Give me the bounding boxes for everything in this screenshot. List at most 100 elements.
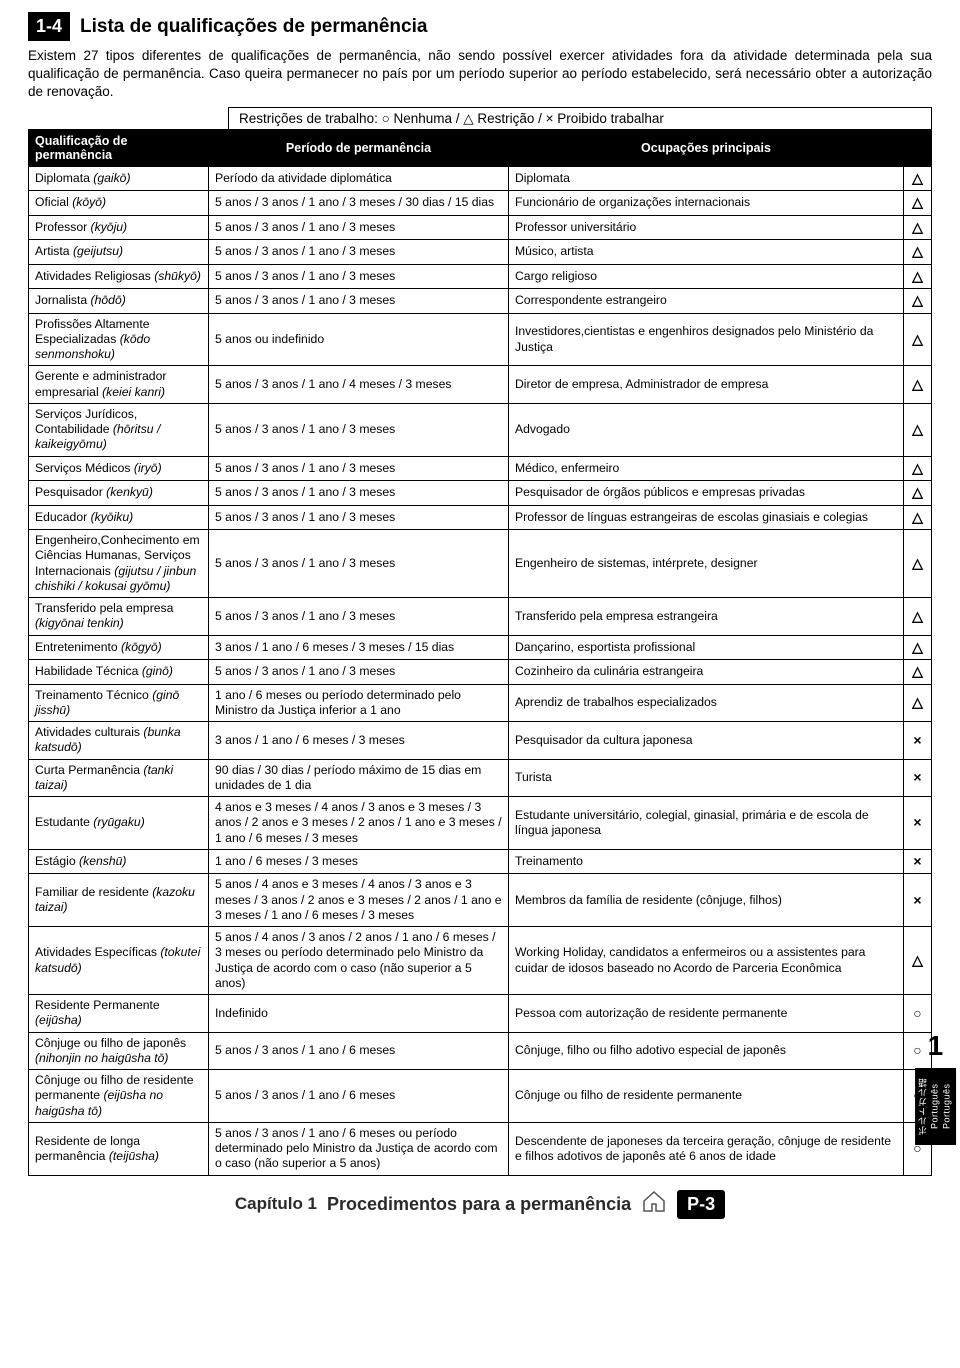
col-qualification: Qualificação de permanência <box>29 129 209 166</box>
cell-qualification: Entretenimento (kōgyō) <box>29 635 209 660</box>
cell-qualification: Artista (geijutsu) <box>29 240 209 265</box>
cell-restriction-symbol: △ <box>904 635 932 660</box>
cell-occupation: Cargo religioso <box>509 264 904 289</box>
table-row: Serviços Médicos (iryō)5 anos / 3 anos /… <box>29 456 932 481</box>
cell-qualification: Diplomata (gaikō) <box>29 166 209 191</box>
side-tab: 1 ポルトガル語 Português Português <box>915 1030 956 1145</box>
cell-qualification: Cônjuge ou filho de residente permanente… <box>29 1070 209 1123</box>
cell-restriction-symbol: △ <box>904 927 932 995</box>
side-chapter-number: 1 <box>928 1030 944 1062</box>
cell-occupation: Aprendiz de trabalhos especializados <box>509 684 904 722</box>
cell-occupation: Cozinheiro da culinária estrangeira <box>509 660 904 685</box>
cell-period: 5 anos / 3 anos / 1 ano / 3 meses <box>209 264 509 289</box>
cell-period: 5 anos / 4 anos e 3 meses / 4 anos / 3 a… <box>209 874 509 927</box>
col-occupation: Ocupações principais <box>509 129 904 166</box>
table-body: Diplomata (gaikō)Período da atividade di… <box>29 166 932 1175</box>
page-number-badge: P-3 <box>677 1190 725 1219</box>
table-row: Serviços Jurídicos, Contabilidade (hōrit… <box>29 403 932 456</box>
cell-qualification: Estágio (kenshū) <box>29 849 209 874</box>
cell-occupation: Estudante universitário, colegial, ginas… <box>509 797 904 850</box>
table-row: Estudante (ryūgaku)4 anos e 3 meses / 4 … <box>29 797 932 850</box>
cell-occupation: Cônjuge ou filho de residente permanente <box>509 1070 904 1123</box>
table-row: Gerente e administrador empresarial (kei… <box>29 366 932 404</box>
cell-restriction-symbol: △ <box>904 660 932 685</box>
cell-occupation: Pesquisador de órgãos públicos e empresa… <box>509 481 904 506</box>
cell-qualification: Atividades Religiosas (shūkyō) <box>29 264 209 289</box>
cell-qualification: Profissões Altamente Especializadas (kōd… <box>29 313 209 366</box>
table-row: Atividades Específicas (tokutei katsudō)… <box>29 927 932 995</box>
cell-period: 5 anos / 3 anos / 1 ano / 6 meses <box>209 1070 509 1123</box>
table-row: Pesquisador (kenkyū)5 anos / 3 anos / 1 … <box>29 481 932 506</box>
cell-occupation: Diretor de empresa, Administrador de emp… <box>509 366 904 404</box>
cell-restriction-symbol: × <box>904 874 932 927</box>
cell-occupation: Diplomata <box>509 166 904 191</box>
table-row: Atividades culturais (bunka katsudō)3 an… <box>29 722 932 760</box>
cell-period: 5 anos / 3 anos / 1 ano / 3 meses <box>209 403 509 456</box>
cell-restriction-symbol: △ <box>904 684 932 722</box>
cell-period: 5 anos / 3 anos / 1 ano / 3 meses <box>209 289 509 314</box>
cell-occupation: Médico, enfermeiro <box>509 456 904 481</box>
cell-occupation: Advogado <box>509 403 904 456</box>
cell-occupation: Engenheiro de sistemas, intérprete, desi… <box>509 530 904 598</box>
cell-period: 4 anos e 3 meses / 4 anos / 3 anos e 3 m… <box>209 797 509 850</box>
cell-occupation: Funcionário de organizações internaciona… <box>509 191 904 216</box>
cell-period: Período da atividade diplomática <box>209 166 509 191</box>
cell-period: 5 anos / 3 anos / 1 ano / 3 meses <box>209 660 509 685</box>
cell-period: 1 ano / 6 meses / 3 meses <box>209 849 509 874</box>
cell-occupation: Working Holiday, candidatos a enfermeiro… <box>509 927 904 995</box>
cell-qualification: Cônjuge ou filho de japonês (nihonjin no… <box>29 1032 209 1070</box>
cell-period: 5 anos / 3 anos / 1 ano / 6 meses ou per… <box>209 1122 509 1175</box>
cell-restriction-symbol: △ <box>904 366 932 404</box>
cell-qualification: Curta Permanência (tanki taizai) <box>29 759 209 797</box>
table-row: Oficial (kōyō)5 anos / 3 anos / 1 ano / … <box>29 191 932 216</box>
cell-occupation: Pessoa com autorização de residente perm… <box>509 995 904 1033</box>
table-row: Cônjuge ou filho de japonês (nihonjin no… <box>29 1032 932 1070</box>
col-period: Período de permanência <box>209 129 509 166</box>
table-row: Entretenimento (kōgyō)3 anos / 1 ano / 6… <box>29 635 932 660</box>
cell-period: 5 anos / 3 anos / 1 ano / 3 meses <box>209 530 509 598</box>
cell-period: 5 anos / 3 anos / 1 ano / 6 meses <box>209 1032 509 1070</box>
cell-qualification: Transferido pela empresa (kigyōnai tenki… <box>29 598 209 636</box>
cell-qualification: Habilidade Técnica (ginō) <box>29 660 209 685</box>
cell-period: 5 anos / 3 anos / 1 ano / 3 meses <box>209 481 509 506</box>
table-row: Diplomata (gaikō)Período da atividade di… <box>29 166 932 191</box>
cell-qualification: Atividades culturais (bunka katsudō) <box>29 722 209 760</box>
cell-restriction-symbol: △ <box>904 240 932 265</box>
cell-restriction-symbol: △ <box>904 456 932 481</box>
cell-occupation: Investidores,cientistas e engenhiros des… <box>509 313 904 366</box>
legend-text: Restrições de trabalho: ○ Nenhuma / △ Re… <box>228 107 932 130</box>
house-icon <box>641 1190 667 1218</box>
section-number-badge: 1-4 <box>28 12 70 41</box>
table-row: Residente de longa permanência (teijūsha… <box>29 1122 932 1175</box>
cell-restriction-symbol: △ <box>904 191 932 216</box>
cell-period: 5 anos / 4 anos / 3 anos / 2 anos / 1 an… <box>209 927 509 995</box>
table-row: Artista (geijutsu)5 anos / 3 anos / 1 an… <box>29 240 932 265</box>
cell-qualification: Educador (kyōiku) <box>29 505 209 530</box>
cell-period: 5 anos / 3 anos / 1 ano / 3 meses <box>209 598 509 636</box>
cell-qualification: Atividades Específicas (tokutei katsudō) <box>29 927 209 995</box>
table-row: Educador (kyōiku)5 anos / 3 anos / 1 ano… <box>29 505 932 530</box>
intro-paragraph: Existem 27 tipos diferentes de qualifica… <box>28 47 932 102</box>
cell-period: 5 anos / 3 anos / 1 ano / 3 meses <box>209 215 509 240</box>
cell-period: 5 anos / 3 anos / 1 ano / 3 meses <box>209 240 509 265</box>
cell-qualification: Gerente e administrador empresarial (kei… <box>29 366 209 404</box>
cell-restriction-symbol: △ <box>904 289 932 314</box>
cell-occupation: Descendente de japoneses da terceira ger… <box>509 1122 904 1175</box>
table-row: Habilidade Técnica (ginō)5 anos / 3 anos… <box>29 660 932 685</box>
cell-restriction-symbol: ○ <box>904 995 932 1033</box>
cell-qualification: Estudante (ryūgaku) <box>29 797 209 850</box>
cell-period: 5 anos / 3 anos / 1 ano / 4 meses / 3 me… <box>209 366 509 404</box>
section-title: Lista de qualificações de permanência <box>80 16 427 38</box>
footer-chapter: Capítulo 1 <box>235 1194 317 1214</box>
cell-occupation: Transferido pela empresa estrangeira <box>509 598 904 636</box>
table-row: Familiar de residente (kazoku taizai)5 a… <box>29 874 932 927</box>
cell-restriction-symbol: △ <box>904 264 932 289</box>
table-row: Atividades Religiosas (shūkyō)5 anos / 3… <box>29 264 932 289</box>
cell-occupation: Professor universitário <box>509 215 904 240</box>
cell-occupation: Professor de línguas estrangeiras de esc… <box>509 505 904 530</box>
cell-qualification: Professor (kyōju) <box>29 215 209 240</box>
cell-restriction-symbol: △ <box>904 481 932 506</box>
cell-qualification: Serviços Médicos (iryō) <box>29 456 209 481</box>
qualifications-table: Qualificação de permanência Período de p… <box>28 129 932 1176</box>
cell-qualification: Residente de longa permanência (teijūsha… <box>29 1122 209 1175</box>
